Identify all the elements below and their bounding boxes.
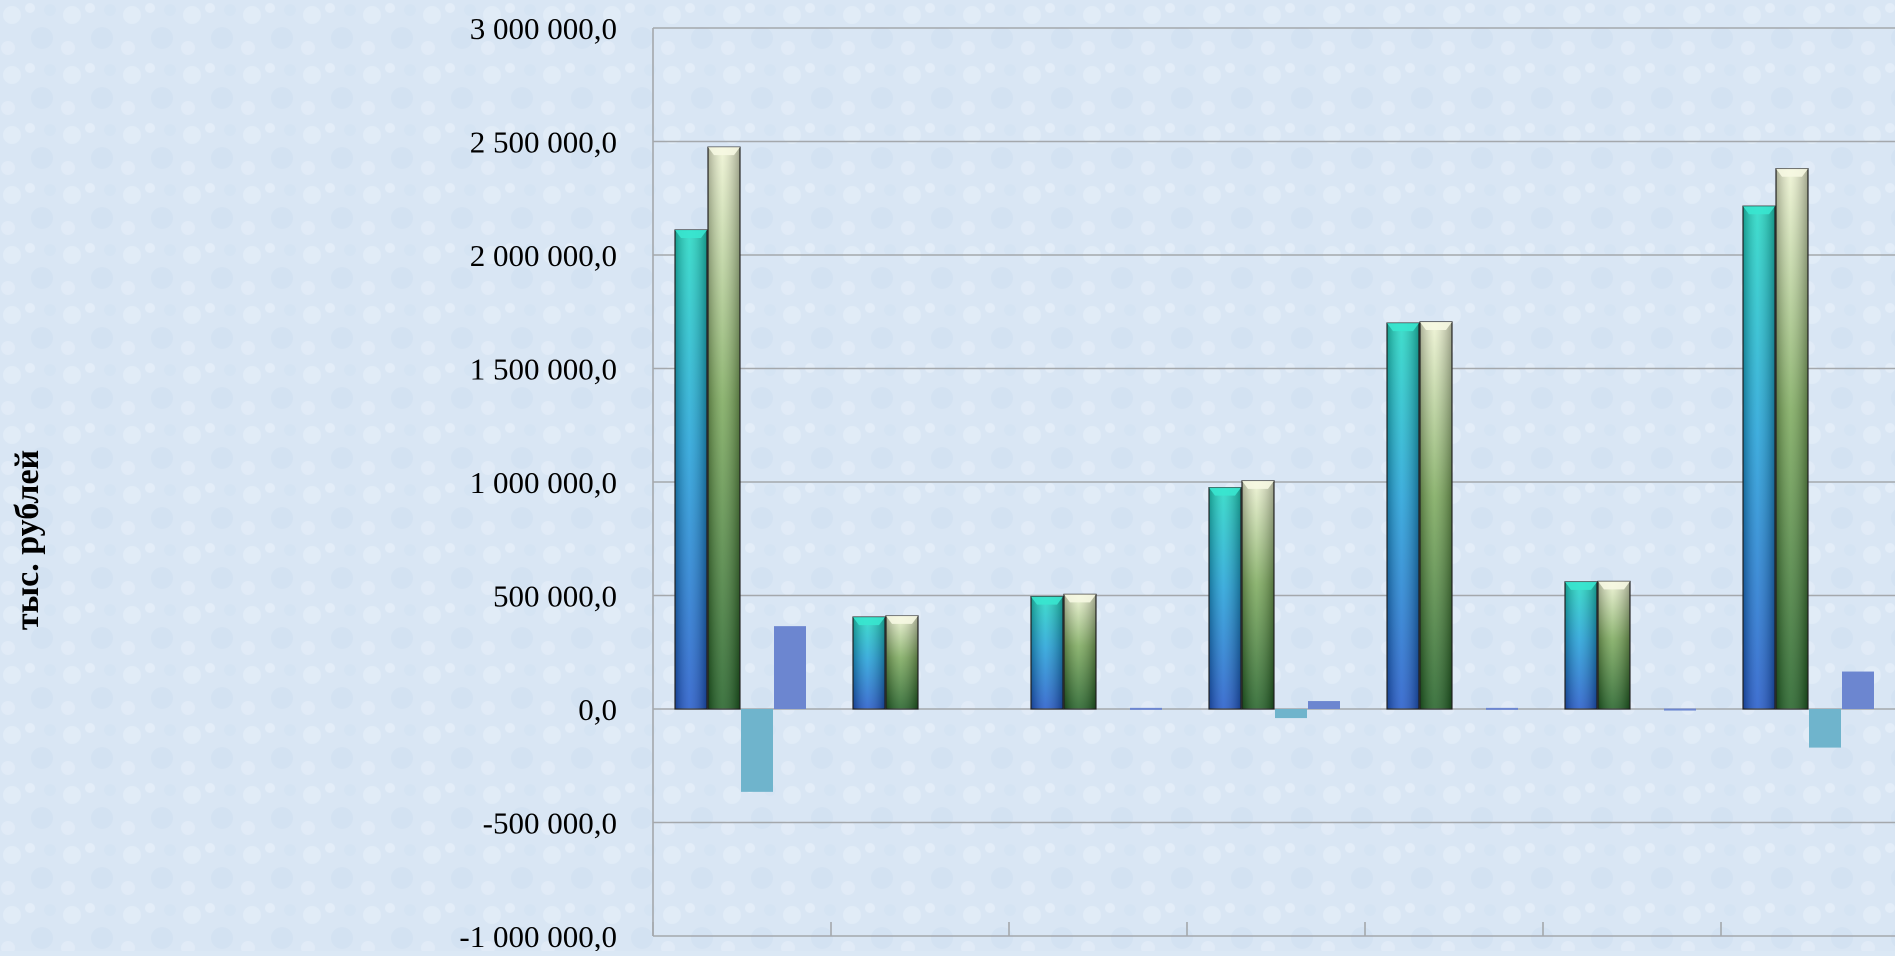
bar xyxy=(1842,671,1874,709)
bar xyxy=(1308,701,1340,709)
bar xyxy=(1386,322,1420,710)
y-tick-label: -1 000 000,0 xyxy=(459,919,617,951)
bar xyxy=(1241,480,1275,710)
bar xyxy=(1130,707,1162,710)
bar xyxy=(1419,321,1453,710)
bar xyxy=(674,229,708,710)
bar xyxy=(1486,707,1518,710)
y-tick-label: 500 000,0 xyxy=(493,579,617,614)
bar xyxy=(1597,580,1631,710)
bar xyxy=(741,709,773,792)
bar xyxy=(1809,709,1841,748)
bar xyxy=(1742,205,1776,710)
y-axis-title: тыс. рублей xyxy=(9,450,46,630)
bar xyxy=(1030,596,1064,710)
y-tick-label: -500 000,0 xyxy=(483,806,617,841)
bar xyxy=(1775,168,1809,710)
bar xyxy=(1664,708,1696,711)
bar xyxy=(1208,487,1242,710)
bar xyxy=(885,615,919,710)
y-tick-label: 1 000 000,0 xyxy=(470,465,617,500)
y-tick-label: 0,0 xyxy=(578,692,617,727)
bar xyxy=(852,616,886,710)
bar xyxy=(1275,709,1307,719)
bar xyxy=(1063,593,1097,710)
y-tick-label: 2 000 000,0 xyxy=(470,238,617,273)
bar xyxy=(1564,581,1598,710)
bar xyxy=(774,626,806,709)
y-tick-label: 3 000 000,0 xyxy=(470,11,617,46)
y-tick-label: 1 500 000,0 xyxy=(470,352,617,387)
y-tick-label: 2 500 000,0 xyxy=(470,125,617,160)
bar xyxy=(707,146,741,710)
